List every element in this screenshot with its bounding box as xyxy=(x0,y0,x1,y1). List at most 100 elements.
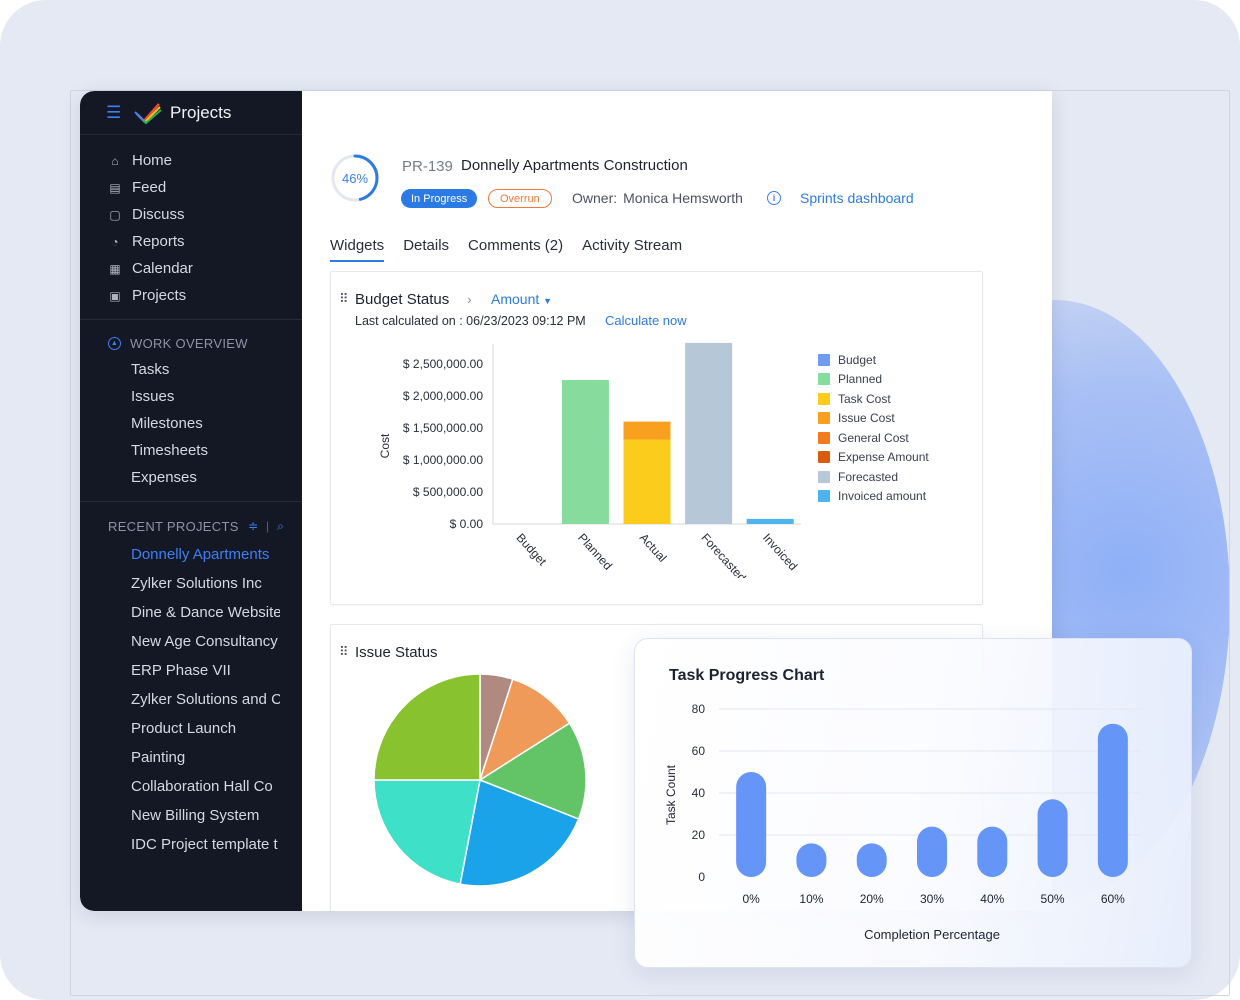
overrun-badge: Overrun xyxy=(488,189,552,208)
filter-icon[interactable]: ≑ xyxy=(248,518,259,533)
legend-swatch xyxy=(818,392,830,405)
progress-percent: 46% xyxy=(341,170,369,186)
recent-project-item[interactable]: New Billing System xyxy=(131,807,260,824)
bar-task-cost[interactable] xyxy=(623,439,671,524)
legend-swatch xyxy=(818,353,830,366)
task-progress-card: Task Progress Chart 0 20 40 60 80 Task Count 0… xyxy=(634,638,1192,968)
y-tick-label: 60 xyxy=(692,744,706,758)
info-icon[interactable]: i xyxy=(767,191,781,205)
project-name: Donnelly Apartments Construction xyxy=(461,157,688,174)
x-tick-label: Invoiced xyxy=(760,531,800,574)
hamburger-menu-icon[interactable]: ☰ xyxy=(106,102,122,122)
recent-project-item[interactable]: Zylker Solutions and C xyxy=(131,691,280,708)
recent-project-item[interactable]: Painting xyxy=(131,749,186,766)
discuss-icon: ▢ xyxy=(109,207,121,222)
x-tick-label: 60% xyxy=(1101,892,1125,906)
tab-bar: Widgets Details Comments (2) Activity St… xyxy=(330,237,701,263)
y-tick-label: 0 xyxy=(698,870,705,884)
drag-handle-icon[interactable]: ⠿ xyxy=(339,644,348,659)
legend-item[interactable]: Task Cost xyxy=(818,389,929,409)
pie-slice[interactable] xyxy=(459,778,580,887)
x-tick-label: 10% xyxy=(799,892,823,906)
sidebar-item-discuss[interactable]: ▢ Discuss xyxy=(80,201,302,228)
legend-item[interactable]: Budget xyxy=(818,350,929,370)
bar-invoiced-amount[interactable] xyxy=(746,518,794,524)
legend-label: General Cost xyxy=(838,430,909,445)
tab-widgets[interactable]: Widgets xyxy=(330,237,385,263)
calendar-icon: ▦ xyxy=(109,261,121,276)
drag-handle-icon[interactable]: ⠿ xyxy=(339,291,348,306)
sidebar-item-milestones[interactable]: Milestones xyxy=(131,415,203,432)
x-tick-label: 0% xyxy=(742,892,760,906)
pie-slice[interactable] xyxy=(478,722,587,820)
sidebar-item-calendar[interactable]: ▦ Calendar xyxy=(80,255,302,282)
sidebar-item-label: Feed xyxy=(132,179,167,196)
recent-project-item[interactable]: Dine & Dance Website xyxy=(131,604,280,621)
progress-bar[interactable] xyxy=(1037,799,1068,877)
tab-comments[interactable]: Comments (2) xyxy=(468,237,564,254)
sidebar: ☰ Projects ⌂ Home ▤ Feed ▢ Discuss xyxy=(80,91,302,911)
recent-project-item[interactable]: Donnelly Apartments xyxy=(131,546,270,563)
sidebar-item-expenses[interactable]: Expenses xyxy=(131,469,197,486)
tab-activity-stream[interactable]: Activity Stream xyxy=(582,237,683,254)
sidebar-item-issues[interactable]: Issues xyxy=(131,388,175,405)
pie-slice[interactable] xyxy=(373,779,481,885)
legend-label: Task Cost xyxy=(838,391,891,406)
recent-project-item[interactable]: New Age Consultancy xyxy=(131,633,278,650)
amount-dropdown[interactable]: Amount ▼ xyxy=(491,291,552,307)
bar-planned[interactable] xyxy=(561,380,609,524)
legend-label: Expense Amount xyxy=(838,450,929,465)
legend-swatch xyxy=(818,451,830,464)
recent-project-item[interactable]: ERP Phase VII xyxy=(131,662,231,679)
progress-bar[interactable] xyxy=(796,843,827,877)
recent-project-item[interactable]: IDC Project template t xyxy=(131,836,278,853)
progress-bar[interactable] xyxy=(977,826,1008,877)
progress-bar[interactable] xyxy=(736,772,767,877)
sidebar-item-timesheets[interactable]: Timesheets xyxy=(131,442,208,459)
legend-swatch xyxy=(818,470,830,483)
sidebar-divider xyxy=(80,319,302,320)
legend-item[interactable]: Issue Cost xyxy=(818,409,929,429)
chevron-right-icon[interactable]: › xyxy=(467,291,472,307)
y-axis-label: Cost xyxy=(378,433,392,458)
recent-project-item[interactable]: Zylker Solutions Inc xyxy=(131,575,262,592)
progress-bar[interactable] xyxy=(856,843,887,877)
bar-forecasted[interactable] xyxy=(685,342,733,524)
legend-item[interactable]: General Cost xyxy=(818,428,929,448)
recent-project-item[interactable]: Collaboration Hall Co xyxy=(131,778,273,795)
legend-item[interactable]: Forecasted xyxy=(818,467,929,487)
sidebar-item-feed[interactable]: ▤ Feed xyxy=(80,174,302,201)
y-tick-label: $ 0.00 xyxy=(450,517,484,531)
recent-project-item[interactable]: Product Launch xyxy=(131,720,237,737)
legend-swatch xyxy=(818,373,830,386)
widget-title: Issue Status xyxy=(355,644,438,661)
bar-issue-cost[interactable] xyxy=(623,421,671,440)
search-icon[interactable]: ⌕ xyxy=(277,518,285,533)
x-tick-label: 50% xyxy=(1041,892,1065,906)
sidebar-item-projects[interactable]: ▣ Projects xyxy=(80,282,302,309)
window-frame xyxy=(70,90,1230,996)
owner-name[interactable]: Monica Hemsworth xyxy=(623,190,743,206)
progress-bar[interactable] xyxy=(1097,723,1128,877)
sprints-dashboard-link[interactable]: Sprints dashboard xyxy=(800,190,914,206)
legend-item[interactable]: Expense Amount xyxy=(818,448,929,468)
sidebar-item-reports[interactable]: ◔ Reports xyxy=(80,228,302,255)
app-title: Projects xyxy=(170,102,232,122)
work-overview-header[interactable]: ▲ WORK OVERVIEW xyxy=(80,330,302,356)
section-title: RECENT PROJECTS xyxy=(108,518,239,534)
progress-bar[interactable] xyxy=(917,826,947,877)
pie-slice[interactable] xyxy=(373,673,481,781)
calculate-now-link[interactable]: Calculate now xyxy=(605,313,687,328)
pie-slice[interactable] xyxy=(478,678,571,782)
widget-title: Budget Status xyxy=(355,291,450,308)
legend-swatch xyxy=(818,412,830,425)
status-badge[interactable]: In Progress xyxy=(401,189,478,208)
legend-item[interactable]: Planned xyxy=(818,370,929,390)
legend-item[interactable]: Invoiced amount xyxy=(818,487,929,507)
sidebar-item-tasks[interactable]: Tasks xyxy=(131,361,170,378)
sidebar-item-label: Discuss xyxy=(132,206,185,223)
x-tick-label: Planned xyxy=(575,531,615,573)
sidebar-item-home[interactable]: ⌂ Home xyxy=(80,147,302,174)
tab-details[interactable]: Details xyxy=(403,237,450,254)
y-tick-label: 80 xyxy=(692,702,706,716)
